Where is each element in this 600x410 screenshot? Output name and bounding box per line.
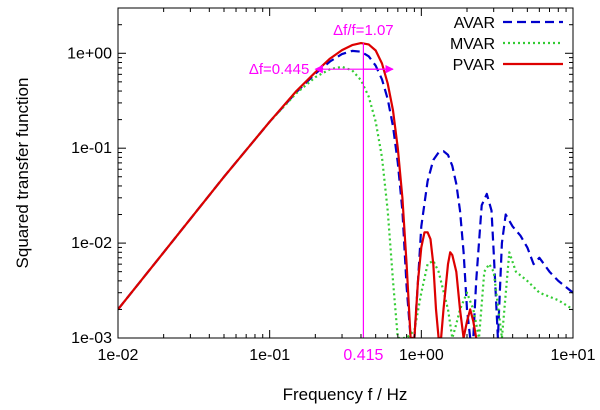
bandwidth-label: Δf=0.445 — [249, 61, 309, 78]
y-tick-label: 1e-02 — [71, 235, 112, 252]
series-line-mvar — [118, 65, 573, 338]
x-axis-title: Frequency f / Hz — [283, 385, 408, 404]
legend-label-pvar: PVAR — [453, 57, 495, 74]
x-tick-label: 1e-01 — [249, 347, 290, 364]
x-tick-label: 1e-02 — [98, 347, 139, 364]
y-tick-label: 1e-03 — [71, 330, 112, 347]
annotation-layer: 0.415 Δf=0.445 Δf/f=1.07 — [249, 22, 394, 364]
legend: AVAR MVAR PVAR — [450, 15, 563, 74]
relative-bandwidth-label: Δf/f=1.07 — [333, 22, 393, 39]
series-layer — [118, 42, 573, 338]
series-line-pvar — [118, 42, 478, 338]
peak-frequency-label: 0.415 — [343, 347, 383, 364]
plot-frame — [117, 7, 574, 339]
series-line-avar — [118, 49, 573, 338]
y-tick-label: 1e-01 — [71, 140, 112, 157]
x-tick-label: 1e+01 — [551, 347, 596, 364]
legend-label-mvar: MVAR — [450, 36, 495, 53]
x-tick-label: 1e+00 — [399, 347, 444, 364]
legend-label-avar: AVAR — [454, 15, 495, 32]
y-axis-title: Squared transfer function — [13, 78, 32, 269]
y-tick-label: 1e+00 — [67, 45, 112, 62]
